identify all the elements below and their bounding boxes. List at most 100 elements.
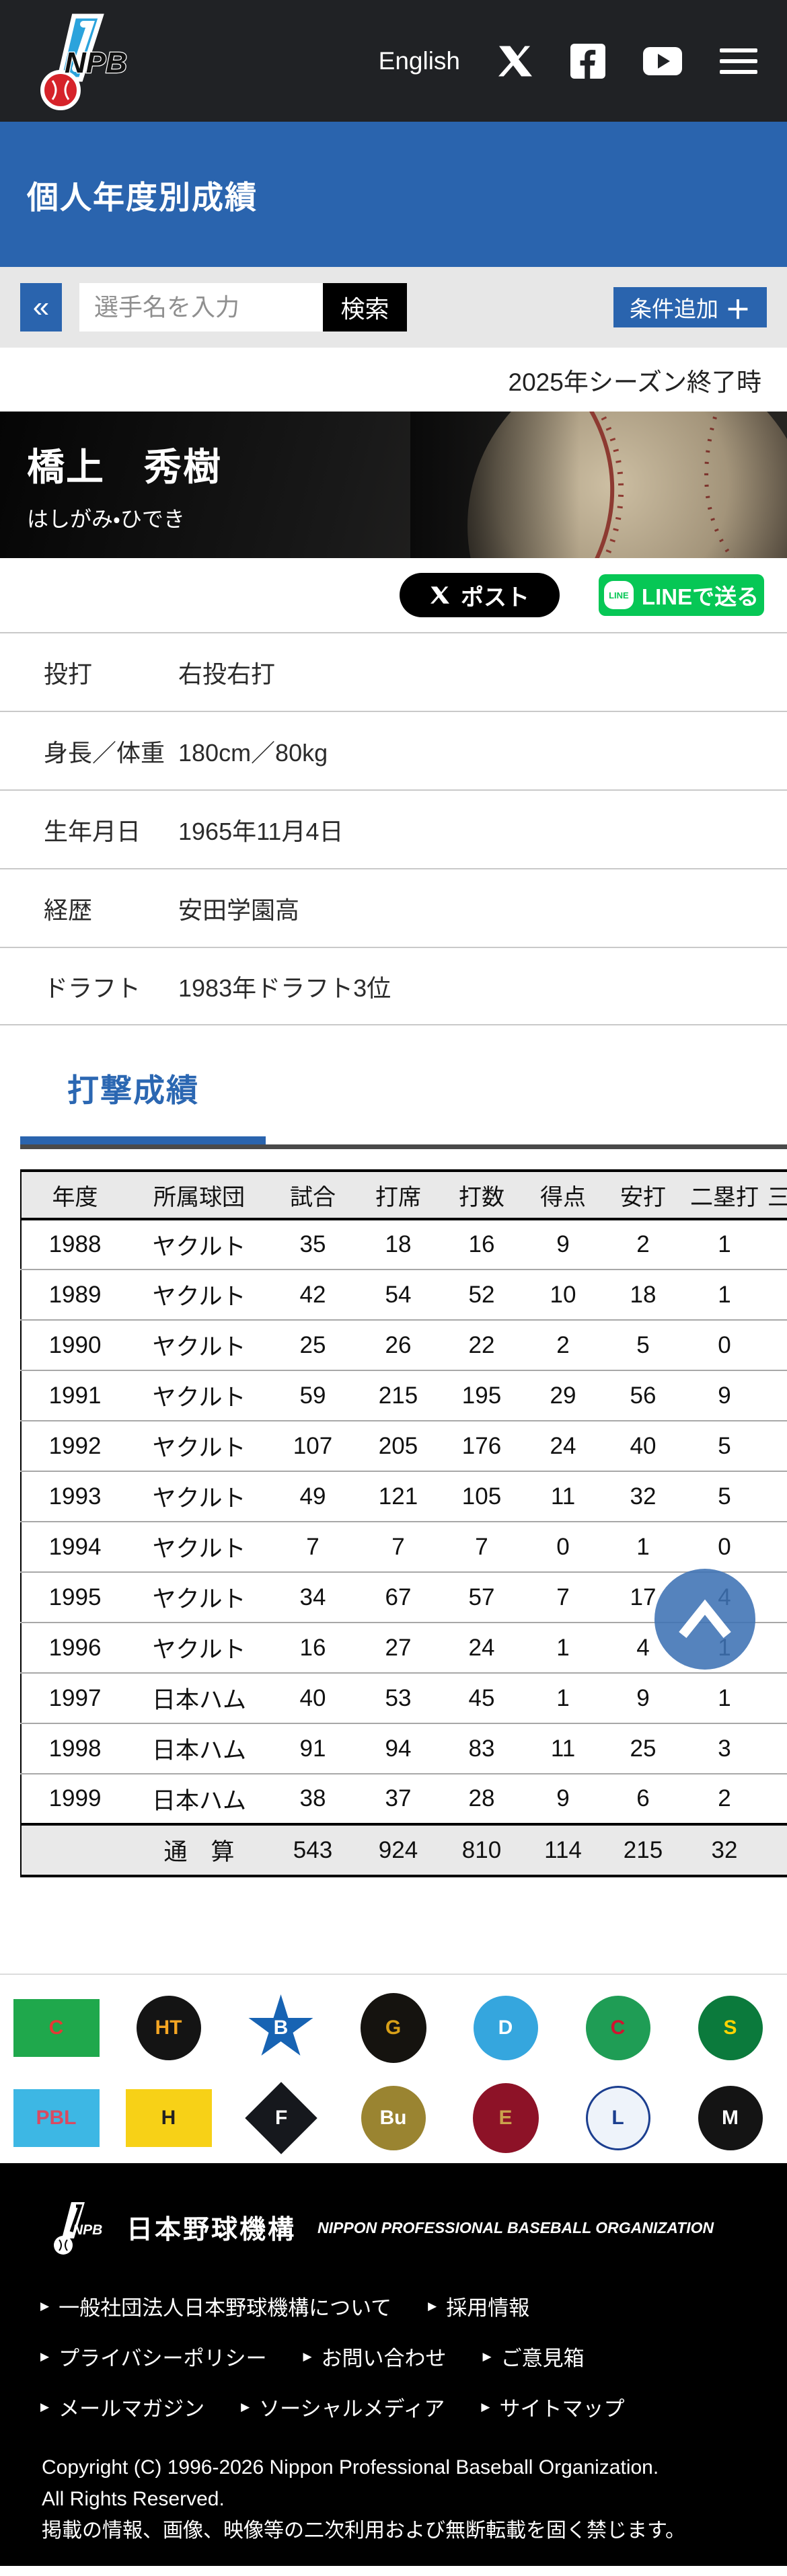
team-logo-dena-baystars[interactable]: B (225, 1994, 337, 2062)
team-logo-nipponham-fighters[interactable]: F (225, 2082, 337, 2154)
stats-value-cell: 0 (683, 1521, 766, 1572)
stats-value-cell (766, 1471, 787, 1522)
stats-table-viewport[interactable]: 年度 所属球団 試合 打席 打数 得点 安打 二塁打三 1988 ヤクルト 35 18 16 9 2 1 198… (20, 1169, 787, 1877)
stats-value-cell: 121 (356, 1471, 441, 1522)
stats-table-row: 1990 ヤクルト 25 26 22 2 5 0 (21, 1319, 787, 1370)
stats-value-cell: 11 (523, 1723, 603, 1774)
footer-link[interactable]: ▶ 一般社団法人日本野球機構について (40, 2291, 391, 2321)
stats-table-row: 1994 ヤクルト 7 7 7 0 1 0 (21, 1521, 787, 1572)
svg-text:NPB: NPB (65, 46, 127, 79)
profile-row: ドラフト 1983年ドラフト3位 (0, 947, 787, 1025)
stats-value-cell: 9 (603, 1672, 683, 1723)
search-button[interactable]: 検索 (323, 283, 407, 331)
stats-value-cell: 16 (468, 1231, 495, 1257)
line-share-label: LINEで送る (641, 584, 759, 609)
x-icon (430, 586, 449, 604)
english-link[interactable]: English (378, 46, 460, 75)
team-logo-orix-buffaloes[interactable]: Bu (337, 2086, 449, 2150)
stats-value-cell: 49 (270, 1471, 356, 1522)
footer-org-name-jp: 日本野球機構 (126, 2216, 297, 2245)
footer-link[interactable]: ▶ サイトマップ (481, 2392, 624, 2422)
stats-value-cell: 42 (270, 1269, 356, 1320)
stats-value-cell: 28 (441, 1773, 523, 1824)
profile-value: 180cm／80kg (178, 738, 328, 767)
line-share-button[interactable]: LINE LINEで送る (599, 574, 764, 616)
footer-link[interactable]: ▶ ソーシャルメディア (241, 2392, 445, 2422)
stats-value-cell: 40 (270, 1672, 356, 1723)
team-logo-yakult-swallows[interactable]: S (674, 1996, 786, 2060)
team-logo-mark: E (472, 2083, 539, 2153)
footer-link[interactable]: ▶ 採用情報 (428, 2291, 529, 2321)
stats-column-header: 二塁打 (683, 1171, 766, 1220)
footer-link[interactable]: ▶ メールマガジン (40, 2392, 204, 2422)
stats-value-cell (766, 1370, 787, 1421)
team-logo-chunichi-dragons[interactable]: D (449, 1996, 562, 2060)
menu-icon[interactable] (720, 48, 757, 74)
team-logo-hanshin-tigers[interactable]: HT (112, 1996, 225, 2060)
player-heading: 橋上 秀樹 はしがみ・ひでき (0, 412, 787, 533)
footer-link-label: 採用情報 (446, 2296, 530, 2320)
chevron-up-icon (679, 1599, 731, 1638)
stats-table-row: 1999 日本ハム 38 37 28 9 6 2 (21, 1773, 787, 1824)
stats-team-cell: 日本ハム (128, 1723, 270, 1774)
stats-total-empty-cell (21, 1823, 128, 1877)
team-logo-mark: Bu (361, 2086, 426, 2150)
stats-value-cell: 10 (523, 1269, 603, 1320)
stats-value-cell: 52 (441, 1269, 523, 1320)
stats-year-cell: 1992 (21, 1420, 128, 1471)
copyright-line: Copyright (C) 1996-2026 Nippon Professio… (42, 2456, 659, 2479)
team-logo-hiroshima-carp[interactable]: C (562, 1996, 674, 2060)
stats-value-cell: 2 (523, 1319, 603, 1370)
stats-value-cell: 6 (603, 1773, 683, 1824)
team-logo-pacific-league[interactable]: PBL (0, 2089, 112, 2147)
x-post-button[interactable]: ポスト (400, 573, 560, 617)
stats-value-cell: 215 (356, 1370, 441, 1421)
stats-value-cell: 9 (556, 1231, 570, 1257)
stats-value-cell: 25 (270, 1319, 356, 1370)
baseball-image (410, 412, 787, 558)
stats-table-row: 1995ヤクルト3467577174 (21, 1571, 787, 1623)
stats-year-cell: 1997 (21, 1672, 128, 1723)
section-underline (20, 1136, 787, 1149)
stats-total-row: 通 算 543 924 810 114 215 32 (21, 1823, 787, 1877)
team-logo-mark: HT (136, 1996, 201, 2060)
plus-icon: ＋ (724, 296, 751, 325)
footer-link[interactable]: ▶ お問い合わせ (303, 2341, 446, 2372)
team-logo-chiba-lotte-marines[interactable]: M (674, 2086, 786, 2150)
team-logo-seibu-lions[interactable]: L (562, 2086, 674, 2150)
arrow-icon: ▶ (241, 2401, 250, 2413)
stats-column-header: 安打 (603, 1171, 683, 1220)
footer-link[interactable]: ▶ ご意見箱 (483, 2341, 585, 2372)
facebook-icon[interactable] (570, 43, 605, 79)
team-logo-central-league[interactable]: C (0, 1999, 112, 2057)
stats-column-header: 得点 (523, 1171, 603, 1220)
team-logo-yomiuri-giants[interactable]: G (337, 1993, 449, 2063)
profile-row: 生年月日 1965年11月4日 (0, 789, 787, 868)
collapse-back-button[interactable]: « (20, 283, 62, 331)
profile-value: 1983年ドラフト3位 (178, 974, 391, 1002)
footer-link-label: ソーシャルメディア (259, 2397, 445, 2421)
stats-value-cell (766, 1219, 787, 1270)
stats-value-cell: 27 (356, 1622, 441, 1673)
x-icon[interactable] (498, 44, 533, 78)
stats-value-cell: 83 (441, 1723, 523, 1774)
stats-team-cell: ヤクルト (128, 1622, 270, 1673)
stats-total-value: 32 (683, 1823, 766, 1877)
team-logo-rakuten-eagles[interactable]: E (449, 2083, 562, 2153)
footer-link[interactable]: ▶ プライバシーポリシー (40, 2341, 266, 2372)
add-condition-button[interactable]: 条件追加 ＋ (613, 287, 767, 327)
site-header: NPB English (0, 0, 787, 122)
scroll-to-top-button[interactable] (654, 1569, 755, 1670)
copyright-line: All Rights Reserved. (42, 2488, 225, 2510)
copyright-line: 掲載の情報、画像、映像等の二次利用および無断転載を固く禁じます。 (42, 2520, 685, 2542)
player-search-input[interactable] (79, 283, 323, 331)
stats-year-cell: 1989 (21, 1269, 128, 1320)
stats-value-cell: 2 (683, 1773, 766, 1824)
footer-link-label: メールマガジン (59, 2397, 205, 2421)
stats-value-cell: 22 (441, 1319, 523, 1370)
npb-logo-icon[interactable]: NPB (26, 11, 147, 115)
stats-value-cell: 7 (523, 1571, 603, 1623)
youtube-icon[interactable] (643, 46, 682, 75)
team-logo-softbank-hawks[interactable]: H (112, 2089, 225, 2147)
